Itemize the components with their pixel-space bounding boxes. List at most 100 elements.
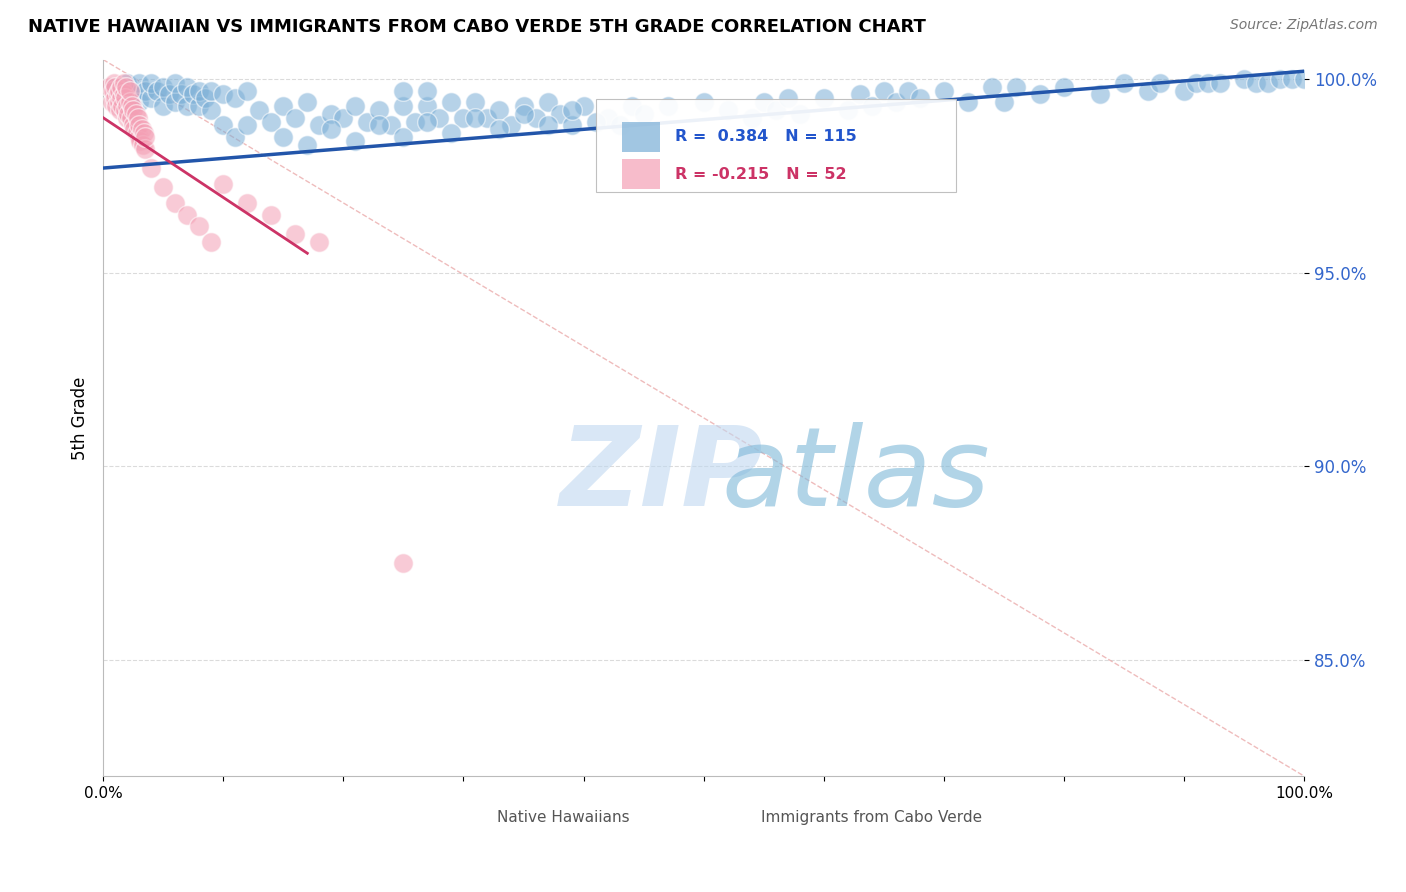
Point (440, 95, 463, 110)
Point (236, 119, 259, 133)
Point (344, 134, 367, 148)
Point (897, 84, 920, 98)
Point (789, 107, 811, 121)
Text: R =  0.384   N = 115: R = 0.384 N = 115 (675, 129, 856, 145)
Point (188, 99, 211, 113)
Point (284, 227, 307, 241)
Point (128, 119, 150, 133)
Text: Source: ZipAtlas.com: Source: ZipAtlas.com (1230, 18, 1378, 32)
Point (176, 99, 198, 113)
Point (260, 208, 283, 222)
Point (212, 119, 235, 133)
Point (104, 91, 127, 105)
Point (956, 95, 979, 110)
Point (165, 195, 187, 210)
Point (416, 99, 439, 113)
Point (837, 103, 859, 117)
Point (620, 99, 643, 113)
Point (765, 103, 787, 117)
Point (1005, 79, 1028, 94)
Point (776, 91, 799, 105)
Point (849, 87, 872, 102)
Point (141, 76, 163, 90)
Point (122, 119, 145, 133)
Point (692, 95, 714, 110)
Text: R = -0.215   N = 52: R = -0.215 N = 52 (675, 167, 846, 182)
Point (860, 99, 883, 113)
Point (125, 126, 148, 140)
Point (115, 79, 138, 94)
Point (392, 84, 415, 98)
Point (181, 87, 204, 102)
Point (416, 114, 439, 128)
Point (536, 119, 558, 133)
Point (98, 79, 121, 94)
Point (297, 95, 319, 110)
Text: atlas: atlas (721, 422, 990, 529)
Point (103, 76, 125, 90)
Point (561, 119, 583, 133)
Point (271, 130, 294, 145)
Point (1029, 87, 1052, 102)
Point (152, 79, 174, 94)
Point (392, 99, 415, 113)
Point (101, 84, 124, 98)
Point (1197, 76, 1219, 90)
Point (176, 79, 198, 94)
Point (114, 103, 136, 117)
Point (129, 134, 152, 148)
Text: ZIP: ZIP (560, 422, 763, 529)
Point (114, 91, 136, 105)
Point (124, 122, 146, 136)
Point (501, 119, 523, 133)
Text: NATIVE HAWAIIAN VS IMMIGRANTS FROM CABO VERDE 5TH GRADE CORRELATION CHART: NATIVE HAWAIIAN VS IMMIGRANTS FROM CABO … (28, 18, 927, 36)
Point (111, 99, 134, 113)
Point (107, 87, 129, 102)
Point (110, 91, 132, 105)
Point (128, 130, 150, 145)
Point (120, 111, 142, 125)
Point (224, 130, 246, 145)
Point (416, 84, 439, 98)
Point (115, 76, 138, 90)
Point (873, 84, 896, 98)
Point (1137, 84, 1160, 98)
Point (932, 84, 955, 98)
Point (1257, 76, 1279, 90)
Point (488, 122, 510, 136)
Point (152, 99, 174, 113)
Point (176, 208, 198, 222)
Point (110, 79, 132, 94)
Point (308, 119, 330, 133)
Point (122, 87, 145, 102)
Point (247, 103, 270, 117)
Point (464, 111, 486, 125)
Point (633, 107, 655, 121)
Point (657, 99, 679, 113)
Point (108, 103, 131, 117)
Point (115, 103, 138, 117)
Point (321, 107, 343, 121)
FancyBboxPatch shape (621, 122, 661, 152)
Point (1112, 76, 1135, 90)
Point (200, 235, 222, 249)
Point (124, 107, 146, 121)
Text: Immigrants from Cabo Verde: Immigrants from Cabo Verde (761, 810, 983, 825)
Point (572, 99, 595, 113)
Point (524, 111, 547, 125)
FancyBboxPatch shape (596, 99, 956, 192)
Point (1173, 84, 1195, 98)
Point (717, 103, 740, 117)
Point (132, 137, 155, 152)
Point (1244, 76, 1267, 90)
Point (131, 122, 153, 136)
Point (908, 91, 931, 105)
Point (308, 235, 330, 249)
Point (236, 84, 259, 98)
Point (993, 95, 1015, 110)
Text: Native Hawaiians: Native Hawaiians (498, 810, 630, 825)
Point (741, 111, 763, 125)
Point (188, 84, 211, 98)
Point (752, 95, 775, 110)
Point (115, 99, 138, 113)
